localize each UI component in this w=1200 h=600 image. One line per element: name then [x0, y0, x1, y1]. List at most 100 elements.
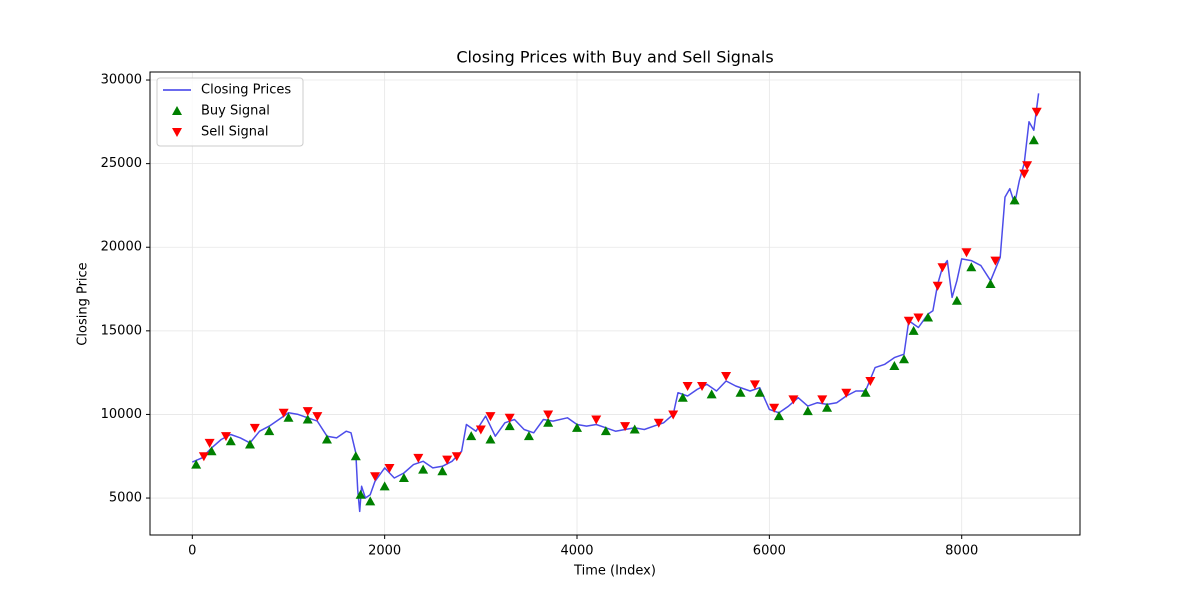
sell-marker [903, 316, 914, 326]
sell-marker [384, 463, 395, 473]
legend-swatch [172, 106, 182, 115]
buy-marker [889, 360, 900, 370]
buy-marker [398, 472, 409, 482]
buy-marker [735, 387, 746, 397]
sell-marker [841, 388, 852, 398]
sell-marker [442, 455, 453, 465]
sell-marker [413, 453, 424, 463]
sell-marker [312, 412, 323, 422]
sell-marker [249, 423, 260, 433]
buy-marker [191, 459, 202, 469]
buy-marker [985, 279, 996, 289]
sell-marker [913, 313, 924, 323]
y-tick-label: 10000 [101, 407, 142, 422]
sell-marker [697, 382, 708, 392]
buy-marker [264, 426, 275, 436]
buy-marker [418, 464, 429, 474]
plot-frame [149, 71, 1081, 536]
sell-marker [204, 438, 215, 448]
buy-marker [379, 481, 390, 491]
buy-marker [245, 439, 256, 449]
sell-marker [1031, 107, 1042, 117]
buy-marker [485, 434, 496, 444]
buy-marker [860, 387, 871, 397]
buy-marker [802, 406, 813, 416]
y-tick-label: 25000 [101, 156, 142, 171]
buy-marker [206, 446, 217, 456]
legend-label: Buy Signal [201, 104, 270, 119]
buy-marker [466, 431, 477, 441]
buy-marker [706, 389, 717, 399]
buy-marker [773, 411, 784, 421]
sell-marker [788, 395, 799, 405]
buy-marker [966, 262, 977, 272]
sell-marker [653, 418, 664, 428]
sell-marker [198, 452, 209, 462]
sell-marker [485, 412, 496, 422]
buy-marker [437, 466, 448, 476]
sell-marker [1019, 169, 1030, 179]
buy-marker [923, 312, 934, 322]
sell-marker [475, 425, 486, 435]
legend: Closing Prices Buy Signal Sell Signal [156, 77, 304, 147]
y-axis-label: Closing Price [76, 262, 91, 345]
legend-box [156, 77, 304, 147]
buy-marker [543, 417, 554, 427]
y-tick-label: 15000 [101, 323, 142, 338]
buy-marker [1009, 195, 1020, 205]
sell-marker [721, 371, 732, 381]
sell-marker [769, 403, 780, 413]
buy-marker [1028, 135, 1039, 145]
buy-marker [350, 451, 361, 461]
x-tick-label: 2000 [368, 544, 401, 559]
buy-marker [225, 436, 236, 446]
y-tick-label: 20000 [101, 240, 142, 255]
sell-marker [370, 472, 381, 482]
sell-marker [865, 377, 876, 387]
buy-marker [899, 354, 910, 364]
sell-marker [504, 413, 515, 423]
sell-marker [937, 263, 948, 273]
sell-marker [990, 256, 1001, 266]
sell-marker [302, 407, 313, 417]
sell-marker [278, 408, 289, 418]
buy-marker [822, 402, 833, 412]
buy-marker [365, 496, 376, 506]
buy-marker [677, 392, 688, 402]
legend-swatch [172, 128, 182, 137]
sell-marker [591, 415, 602, 425]
chart-title: Closing Prices with Buy and Sell Signals [456, 48, 773, 67]
sell-marker [620, 422, 631, 432]
buy-marker [523, 431, 534, 441]
buy-marker [754, 387, 765, 397]
buy-marker [572, 422, 583, 432]
sell-marker [961, 248, 972, 258]
legend-label: Closing Prices [201, 83, 291, 98]
buy-marker [629, 424, 640, 434]
sell-marker [543, 410, 554, 420]
buy-marker [302, 414, 313, 424]
sell-marker [817, 395, 828, 405]
buy-marker [908, 325, 919, 335]
buy-marker [951, 295, 962, 305]
x-axis-label: Time (Index) [573, 564, 656, 579]
price-line [191, 93, 1040, 513]
sell-marker [1022, 161, 1033, 171]
sell-marker [932, 281, 943, 291]
sell-marker [220, 432, 231, 442]
x-tick-label: 6000 [753, 544, 786, 559]
x-tick-label: 8000 [945, 544, 978, 559]
sell-marker [668, 410, 679, 420]
x-tick-label: 0 [188, 544, 196, 559]
y-tick-label: 30000 [101, 73, 142, 88]
buy-marker [283, 412, 294, 422]
sell-marker [749, 380, 760, 390]
buy-marker [355, 489, 366, 499]
sell-marker [451, 452, 462, 462]
buy-marker [600, 426, 611, 436]
sell-marker [682, 382, 693, 392]
y-tick-label: 5000 [109, 491, 142, 506]
buy-marker [504, 421, 515, 431]
